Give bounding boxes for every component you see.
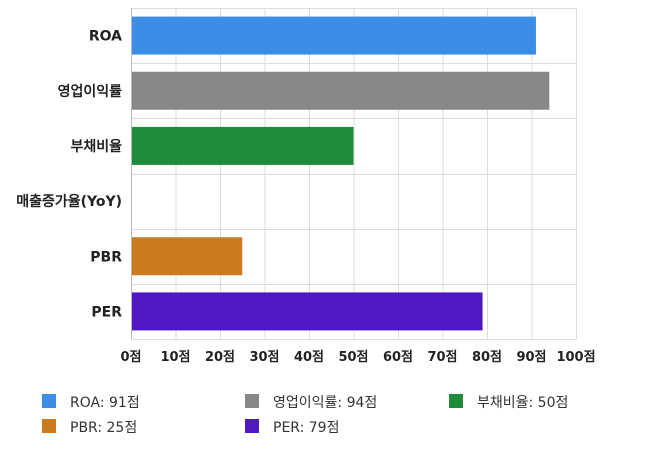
x-tick-label: 60점 xyxy=(383,350,413,365)
legend-label: PER: 79점 xyxy=(273,420,339,436)
bar-0[interactable] xyxy=(132,16,536,55)
x-tick-label: 80점 xyxy=(472,350,502,365)
legend-swatch xyxy=(245,394,259,408)
bar-4[interactable] xyxy=(132,237,243,276)
x-tick-labels: 0점 10점 20점 30점 40점 50점 60점 70점 80점 90점 100점 xyxy=(120,350,595,365)
legend-label: 영업이익률: 94점 xyxy=(273,395,377,411)
grid xyxy=(131,8,577,340)
category-label: 부채비율 xyxy=(70,138,122,155)
legend: ROA: 91점 영업이익률: 94점 부채비율: 50점 PBR: 25점 PER: … xyxy=(42,394,568,436)
category-label: 영업이익률 xyxy=(58,83,123,100)
legend-label: PBR: 25점 xyxy=(70,420,137,436)
legend-swatch xyxy=(449,394,463,408)
category-label: PBR xyxy=(90,249,122,265)
x-tick-label: 50점 xyxy=(338,350,368,365)
x-tick-label: 70점 xyxy=(427,350,457,365)
bar-1[interactable] xyxy=(132,71,550,110)
category-label: PER xyxy=(91,304,122,320)
x-tick-label: 90점 xyxy=(516,350,546,365)
x-tick-label: 40점 xyxy=(294,350,324,365)
x-tick-label: 100점 xyxy=(556,350,595,365)
legend-label: 부채비율: 50점 xyxy=(477,395,568,411)
x-tick-label: 10점 xyxy=(160,350,190,365)
category-label: ROA xyxy=(89,29,122,45)
legend-swatch xyxy=(42,419,56,433)
x-tick-label: 20점 xyxy=(205,350,235,365)
category-label: 매출증가율(YoY) xyxy=(16,193,122,210)
x-tick-label: 0점 xyxy=(120,350,141,365)
legend-label: ROA: 91점 xyxy=(70,395,140,411)
bar-2[interactable] xyxy=(132,126,354,165)
bars xyxy=(132,16,550,331)
legend-swatch xyxy=(245,419,259,433)
legend-swatch xyxy=(42,394,56,408)
x-tick-label: 30점 xyxy=(249,350,279,365)
bar-5[interactable] xyxy=(132,292,483,331)
